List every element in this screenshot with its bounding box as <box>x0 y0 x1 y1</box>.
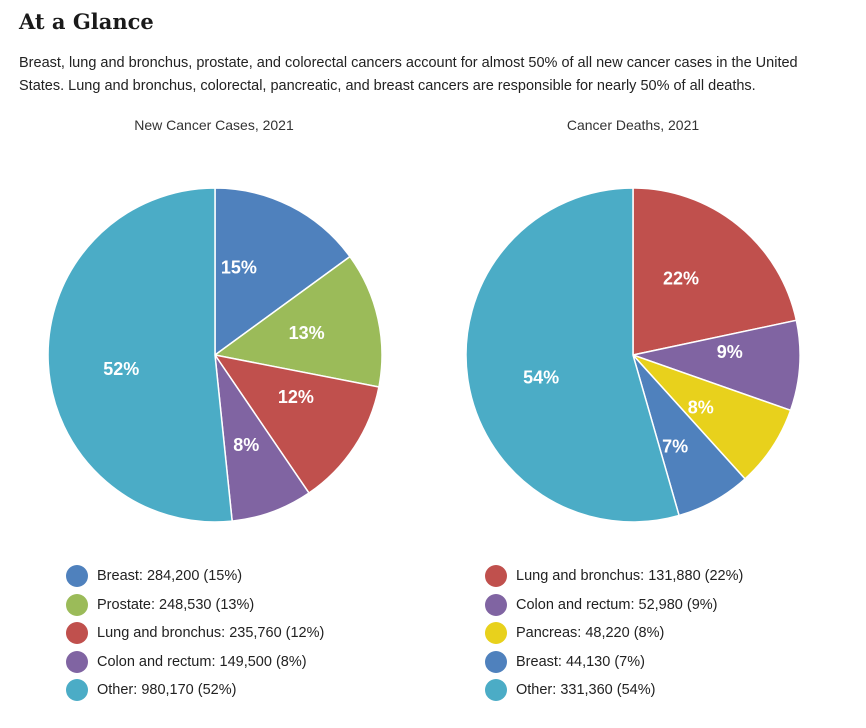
legend-item[interactable]: Other: 331,360 (54%) <box>485 676 743 705</box>
legend-label: Lung and bronchus: 131,880 (22%) <box>516 568 744 585</box>
pie-slice[interactable] <box>47 187 233 523</box>
legend-item[interactable]: Lung and bronchus: 235,760 (12%) <box>66 619 324 648</box>
legend-label: Breast: 44,130 (7%) <box>516 653 645 670</box>
legend-swatch <box>485 650 507 673</box>
legend-item[interactable]: Prostate: 248,530 (13%) <box>66 591 324 620</box>
legend-label: Breast: 284,200 (15%) <box>97 568 243 585</box>
legend-swatch <box>66 622 88 645</box>
legend-swatch <box>66 593 88 616</box>
slice-percent-label: 8% <box>688 397 714 417</box>
legend-swatch <box>485 565 507 588</box>
pie-slice[interactable] <box>214 187 351 357</box>
pie-slice[interactable] <box>632 187 798 356</box>
legend-label: Colon and rectum: 149,500 (8%) <box>97 653 307 670</box>
pie-slice[interactable] <box>213 353 380 495</box>
legend-item[interactable]: Colon and rectum: 149,500 (8%) <box>66 648 324 677</box>
pie-slice[interactable] <box>630 319 801 412</box>
legend-label: Other: 331,360 (54%) <box>516 682 656 699</box>
legend-item[interactable]: Lung and bronchus: 131,880 (22%) <box>485 562 743 591</box>
legend-item[interactable]: Pancreas: 48,220 (8%) <box>485 619 743 648</box>
pie-chart-new-cases: 15% 13% 12% 8% 52% <box>47 187 383 523</box>
legend-swatch <box>66 650 88 673</box>
chart-title-deaths: Cancer Deaths, 2021 <box>566 117 700 133</box>
legend-label: Pancreas: 48,220 (8%) <box>516 625 665 642</box>
pie-slice[interactable] <box>465 187 681 523</box>
legend-item[interactable]: Breast: 284,200 (15%) <box>66 562 324 591</box>
pie-slice[interactable] <box>213 255 383 388</box>
pie-chart-deaths: 22% 9% 8%7% 54% <box>465 187 801 523</box>
legend-label: Prostate: 248,530 (13%) <box>97 596 255 613</box>
legend-label: Colon and rectum: 52,980 (9%) <box>516 596 718 613</box>
slice-percent-label: 54% <box>523 367 559 387</box>
legend-item[interactable]: Breast: 44,130 (7%) <box>485 648 743 677</box>
slice-percent-label: 52% <box>103 359 139 379</box>
legend-new-cases: Breast: 284,200 (15%) Prostate: 248,530 (… <box>66 562 324 705</box>
slice-percent-label: 22% <box>663 268 699 288</box>
chart-title-new-cases: New Cancer Cases, 2021 <box>134 117 294 133</box>
legend-swatch <box>66 679 88 702</box>
slice-percent-label: 9% <box>717 342 743 362</box>
slice-percent-label: 15% <box>221 257 257 277</box>
legend-swatch <box>485 679 507 702</box>
legend-swatch <box>66 565 88 588</box>
intro-paragraph: Breast, lung and bronchus, prostate, and… <box>19 55 798 94</box>
slice-percent-label: 7% <box>662 436 688 456</box>
slice-percent-label: 12% <box>278 387 314 407</box>
legend-item[interactable]: Colon and rectum: 52,980 (9%) <box>485 591 743 620</box>
section-heading: At a Glance <box>19 9 154 34</box>
legend-swatch <box>485 622 507 645</box>
legend-deaths: Lung and bronchus: 131,880 (22%) Colon an… <box>485 562 743 705</box>
legend-item[interactable]: Other: 980,170 (52%) <box>66 676 324 705</box>
slice-percent-label: 13% <box>289 323 325 343</box>
legend-swatch <box>485 593 507 616</box>
legend-label: Other: 980,170 (52%) <box>97 682 237 699</box>
slice-percent-label: 8% <box>233 435 259 455</box>
legend-label: Lung and bronchus: 235,760 (12%) <box>97 625 325 642</box>
